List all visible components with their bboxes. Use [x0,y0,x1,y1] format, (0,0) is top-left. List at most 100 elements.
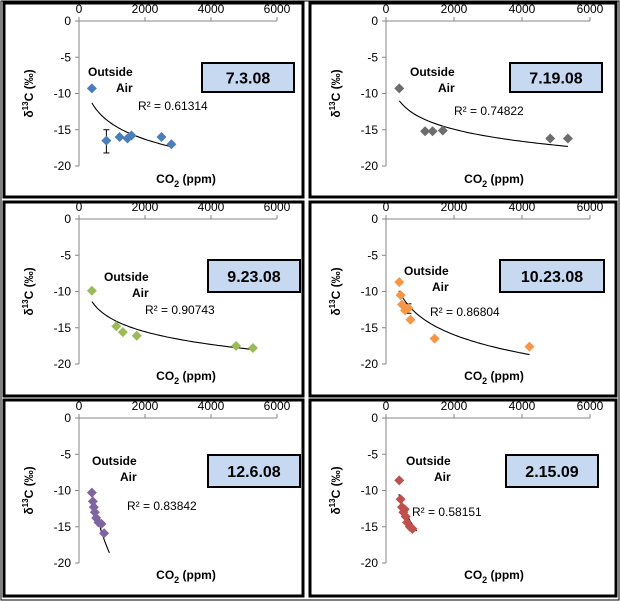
data-point [96,518,107,529]
x-tick-label: 4000 [198,200,225,214]
y-tick-label: 0 [371,14,378,28]
outside-air-label-line2: Air [120,470,137,484]
r-squared-label: R² = 0.83842 [127,499,197,513]
y-tick-label: -20 [54,357,72,371]
data-point [99,528,110,539]
x-axis-label: CO2 (ppm) [156,369,216,386]
data-point [403,303,414,314]
x-tick-label: 4000 [198,399,225,413]
date-label: 9.23.08 [227,269,280,286]
outside-air-label: Outside [406,454,451,468]
y-tick-label: 0 [64,14,71,28]
x-tick-label: 0 [76,399,83,413]
data-point [86,487,97,498]
y-tick-label: -10 [361,484,379,498]
chart-panel-9-23-08: 0 2000 4000 6000 0 -5 -10 -15 -20 δ13C (‰) CO2 (pp… [21,200,301,386]
y-tick-label: -20 [361,159,379,173]
outside-air-label-line2: Air [432,280,449,294]
y-axis-label: δ13C (‰) [328,466,343,514]
outside-air-label: Outside [104,270,149,284]
data-point [399,504,410,515]
y-axis-label: δ13C (‰) [21,69,36,117]
y-axis-label-rest: C (‰) [22,466,36,498]
y-tick-label: -5 [367,248,378,262]
data-point [394,277,405,288]
data-point [86,285,97,296]
date-label: 7.3.08 [226,71,271,88]
x-axis-label: CO2 (ppm) [464,568,524,585]
x-tick-label: 2000 [132,200,159,214]
x-tick-label: 0 [383,2,390,16]
date-label-box [505,454,599,488]
data-point [394,83,405,94]
y-tick-label: -5 [367,50,378,64]
r-squared-label: R² = 0.90743 [145,303,215,317]
date-label: 7.19.08 [529,71,582,88]
data-point [427,126,438,137]
x-axis-label-subscript: 2 [174,376,179,386]
data-point [394,475,405,486]
y-axis-label-superscript: 13 [328,299,337,308]
y-axis-label-rest: C (‰) [22,267,36,299]
date-label: 10.23.08 [521,269,583,286]
y-axis-label-superscript: 13 [21,299,30,308]
date-label: 2.15.09 [525,464,578,481]
data-point [86,83,97,94]
panel-border-0 [2,1,305,199]
y-axis-label-superscript: 13 [328,101,337,110]
y-axis-label-rest: C (‰) [329,69,343,101]
y-tick-label: -10 [54,484,72,498]
x-axis-label-subscript: 2 [482,179,487,189]
data-point [395,494,406,505]
y-axis-label: δ13C (‰) [328,267,343,315]
x-axis-label-rest: (ppm) [487,172,524,186]
data-point [420,126,431,137]
outside-air-label-line2: Air [438,81,455,95]
chart-panel-7-3-08: 0 2000 4000 6000 0 -5 -10 -15 -20 δ13C (‰) CO2 (pp… [21,2,295,189]
x-tick-label: 0 [383,399,390,413]
y-tick-label: -10 [54,87,72,101]
data-point [545,133,556,144]
data-point [101,135,112,146]
y-tick-label: -20 [361,357,379,371]
outside-air-label-line2: Air [434,470,451,484]
y-tick-label: -15 [361,321,379,335]
outside-air-label: Outside [404,264,449,278]
data-point [126,130,137,141]
x-axis-label: CO2 (ppm) [464,172,524,189]
data-point [395,290,406,301]
x-tick-label: 0 [76,2,83,16]
x-tick-label: 6000 [264,200,291,214]
y-tick-label: -20 [54,159,72,173]
x-tick-label: 4000 [509,2,536,16]
outside-air-label-line2: Air [132,286,149,300]
data-point [429,333,440,344]
trendline [91,301,253,351]
x-tick-label: 0 [76,200,83,214]
y-tick-label: -15 [54,520,72,534]
y-tick-label: -15 [361,520,379,534]
x-axis-label-rest: (ppm) [179,568,216,582]
date-label-box [207,454,301,488]
y-tick-label: 0 [371,411,378,425]
y-tick-label: -10 [361,87,379,101]
x-axis-label-subscript: 2 [482,376,487,386]
x-axis-label-rest: (ppm) [487,568,524,582]
r-squared-label: R² = 0.74822 [454,104,524,118]
x-axis-label-rest: (ppm) [179,369,216,383]
data-point [111,321,122,332]
date-label-box [201,62,295,93]
y-axis-label-superscript: 13 [328,498,337,507]
y-tick-label: 0 [64,212,71,226]
y-axis-label-rest: C (‰) [22,69,36,101]
y-axis-label: δ13C (‰) [328,69,343,117]
y-tick-label: -5 [60,248,71,262]
data-point [562,133,573,144]
x-tick-label: 6000 [264,399,291,413]
r-squared-label: R² = 0.61314 [138,99,208,113]
y-axis-label-rest: C (‰) [329,267,343,299]
chart-panel-12-6-08: 0 2000 4000 6000 0 -5 -10 -15 -20 δ13C (‰) CO2 (pp… [21,399,301,585]
y-tick-label: -5 [60,447,71,461]
data-point [407,523,418,534]
y-axis-label: δ13C (‰) [21,466,36,514]
